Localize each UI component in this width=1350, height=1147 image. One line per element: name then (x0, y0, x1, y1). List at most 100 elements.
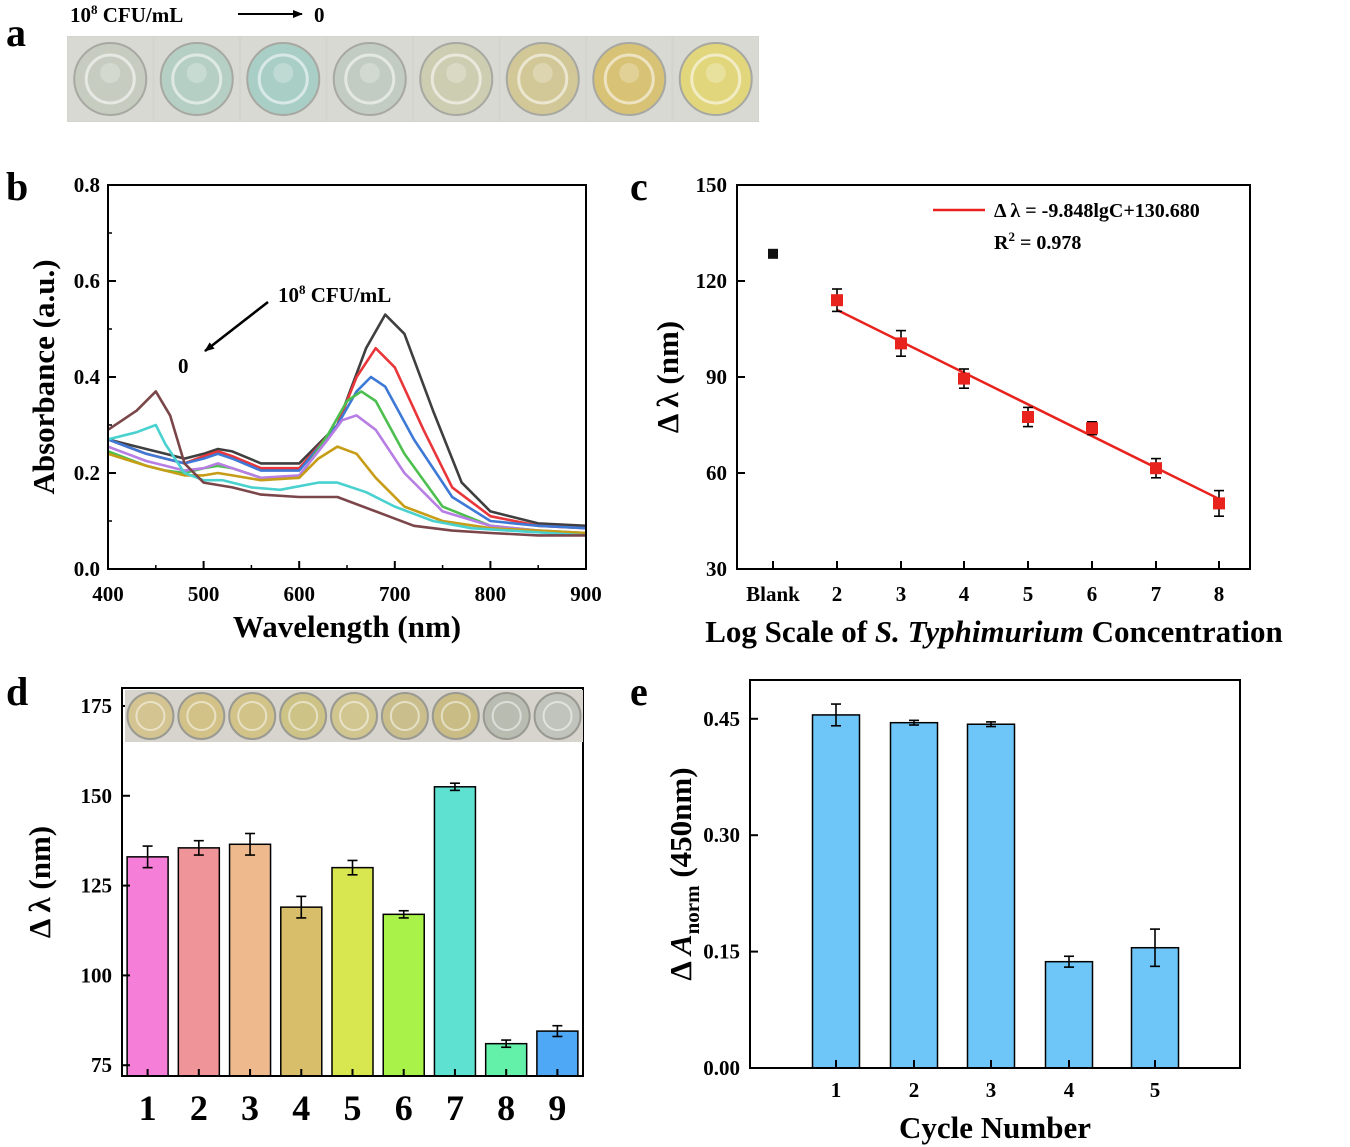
panel-d-bar (126, 856, 169, 1077)
panel-e-xtick-label: 2 (909, 1078, 920, 1102)
panel-c-xtick-label: 3 (896, 582, 907, 606)
panel-letter-d: d (6, 669, 28, 714)
panel-d-inset-well (533, 692, 582, 740)
panel-e-frame (749, 679, 1241, 1069)
panel-e: 1 2 3 4 5 0.00 0.15 0.30 0.45 Cycle Number Δ Ano… (663, 679, 1241, 1145)
panel-c-xtick-label: Blank (746, 582, 800, 606)
panel-d-xtick-label: 7 (446, 1088, 464, 1128)
panel-d-inset-well (177, 692, 226, 740)
panel-c-legend-equation: Δ λ = -9.848lgC+130.680 (994, 200, 1200, 222)
panel-e-axes: 1 2 3 4 5 0.00 0.15 0.30 0.45 (703, 707, 1160, 1102)
panel-e-bar (1130, 946, 1180, 1069)
panel-d-xtick-label: 2 (190, 1088, 208, 1128)
panel-d-inset-well (482, 692, 531, 740)
panel-d-bar (280, 906, 323, 1077)
panel-a-well-ring (84, 53, 136, 105)
panel-a-label-low: 0 (314, 3, 325, 27)
panel-c-xtick-label: 8 (1214, 582, 1225, 606)
panel-e-xlabel: Cycle Number (899, 1110, 1091, 1145)
panel-c-xtick-label: 5 (1023, 582, 1034, 606)
panel-a-well-glare (619, 63, 640, 83)
panel-a: 108 CFU/mL 0 (67, 2, 759, 122)
panel-d-inset-wells (126, 692, 582, 740)
panel-b-series (107, 313, 587, 537)
panel-c-xtick-label: 2 (832, 582, 843, 606)
panel-d-inset-well-ring (186, 701, 217, 731)
panel-a-well-ring (690, 53, 742, 105)
panel-e-bar (1044, 960, 1094, 1069)
panel-c-marks (768, 248, 1225, 518)
panel-a-well-ring (603, 53, 655, 105)
panel-b-xtick-label: 900 (570, 582, 602, 606)
panel-b-ytick-label: 0.8 (74, 173, 100, 197)
panel-letter-a: a (6, 10, 26, 55)
panel-d-inset-well-ring (542, 701, 573, 731)
panel-a-well-ring (344, 53, 396, 105)
panel-a-well-ring (171, 53, 223, 105)
panel-e-ytick-label: 0.45 (703, 707, 740, 731)
panel-d-ylabel: Δ λ (nm) (22, 826, 57, 938)
panel-b-xtick-label: 800 (475, 582, 507, 606)
panel-c: Blank 2 3 4 5 6 7 8 30 60 90 120 150 Δ λ = -9.848lgC… (650, 173, 1283, 649)
panel-d-inset-well (279, 692, 328, 740)
panel-e-ylabel: Δ Anorm (450nm) (663, 767, 704, 980)
panel-c-ylabel: Δ λ (nm) (650, 321, 685, 433)
panel-c-point (895, 337, 907, 350)
panel-b-xlabel: Wavelength (nm) (233, 609, 461, 644)
panel-c-xtick-label: 7 (1151, 582, 1162, 606)
panel-c-xlabel: Log Scale of S. Typhimurium Concentratio… (705, 614, 1283, 649)
panel-a-well-glare (446, 63, 467, 83)
panel-c-xtick-label: 6 (1087, 582, 1098, 606)
panel-a-well-glare (705, 63, 726, 83)
panel-d-inset-well-ring (440, 701, 471, 731)
panel-d-inset-well (330, 692, 378, 740)
panel-e-bar (889, 721, 939, 1069)
panel-d: 1 2 3 4 5 6 7 8 9 75 100 125 150 175 Δ λ (nm) (22, 687, 584, 1128)
panel-letter-b: b (6, 164, 28, 209)
panel-d-inset-well-ring (135, 701, 166, 731)
panel-e-xtick-label: 1 (831, 1078, 842, 1102)
panel-d-bar (331, 866, 374, 1077)
panel-e-ytick-label: 0.00 (703, 1056, 740, 1080)
panel-b-annotation-low: 0 (178, 354, 189, 378)
panel-a-well-ring (517, 53, 569, 105)
panel-a-well-glare (359, 63, 380, 83)
panel-b-series-line (107, 390, 586, 537)
panel-c-ytick-label: 150 (696, 173, 728, 197)
panel-d-inset-well (380, 692, 429, 740)
panel-d-inset-well-ring (339, 701, 369, 731)
panel-c-point (1150, 462, 1162, 475)
panel-e-bar (966, 723, 1016, 1069)
panel-e-bar (811, 714, 861, 1069)
panel-d-ytick-label: 125 (81, 874, 113, 898)
panel-e-marks (811, 703, 1180, 1069)
panel-d-bar (382, 913, 425, 1077)
panel-b-ytick-label: 0.6 (74, 269, 100, 293)
panel-d-ytick-label: 150 (81, 784, 113, 808)
panel-d-inset-well (228, 692, 277, 740)
panel-d-xtick-label: 5 (344, 1088, 362, 1128)
panel-d-bar (228, 843, 272, 1077)
panel-b-xtick-label: 700 (379, 582, 411, 606)
panel-e-ytick-label: 0.30 (703, 823, 740, 847)
panel-letter-c: c (630, 164, 648, 209)
panel-d-xtick-label: 9 (548, 1088, 566, 1128)
panel-d-ytick-label: 75 (91, 1053, 112, 1077)
panel-b-xtick-label: 500 (188, 582, 220, 606)
panel-d-xtick-label: 8 (497, 1088, 515, 1128)
panel-d-bar (177, 847, 221, 1077)
panel-a-well-glare (100, 63, 121, 83)
panel-c-ytick-label: 30 (706, 557, 727, 581)
panel-b-ytick-label: 0.4 (74, 365, 101, 389)
panel-d-inset-well-ring (389, 701, 420, 731)
panel-b-axes: 400 500 600 700 800 900 0.0 0.2 0.4 0.6 0.8 (74, 173, 602, 606)
panel-b-ytick-label: 0.0 (74, 557, 100, 581)
panel-c-point (1213, 497, 1225, 510)
panel-b-annotation-arrow (204, 301, 269, 352)
panel-a-well-ring (430, 53, 482, 105)
panel-c-axes: Blank 2 3 4 5 6 7 8 30 60 90 120 150 (696, 173, 1225, 606)
panel-c-point (958, 372, 970, 385)
panel-a-well-glare (186, 63, 207, 83)
panel-c-ytick-label: 120 (696, 269, 728, 293)
